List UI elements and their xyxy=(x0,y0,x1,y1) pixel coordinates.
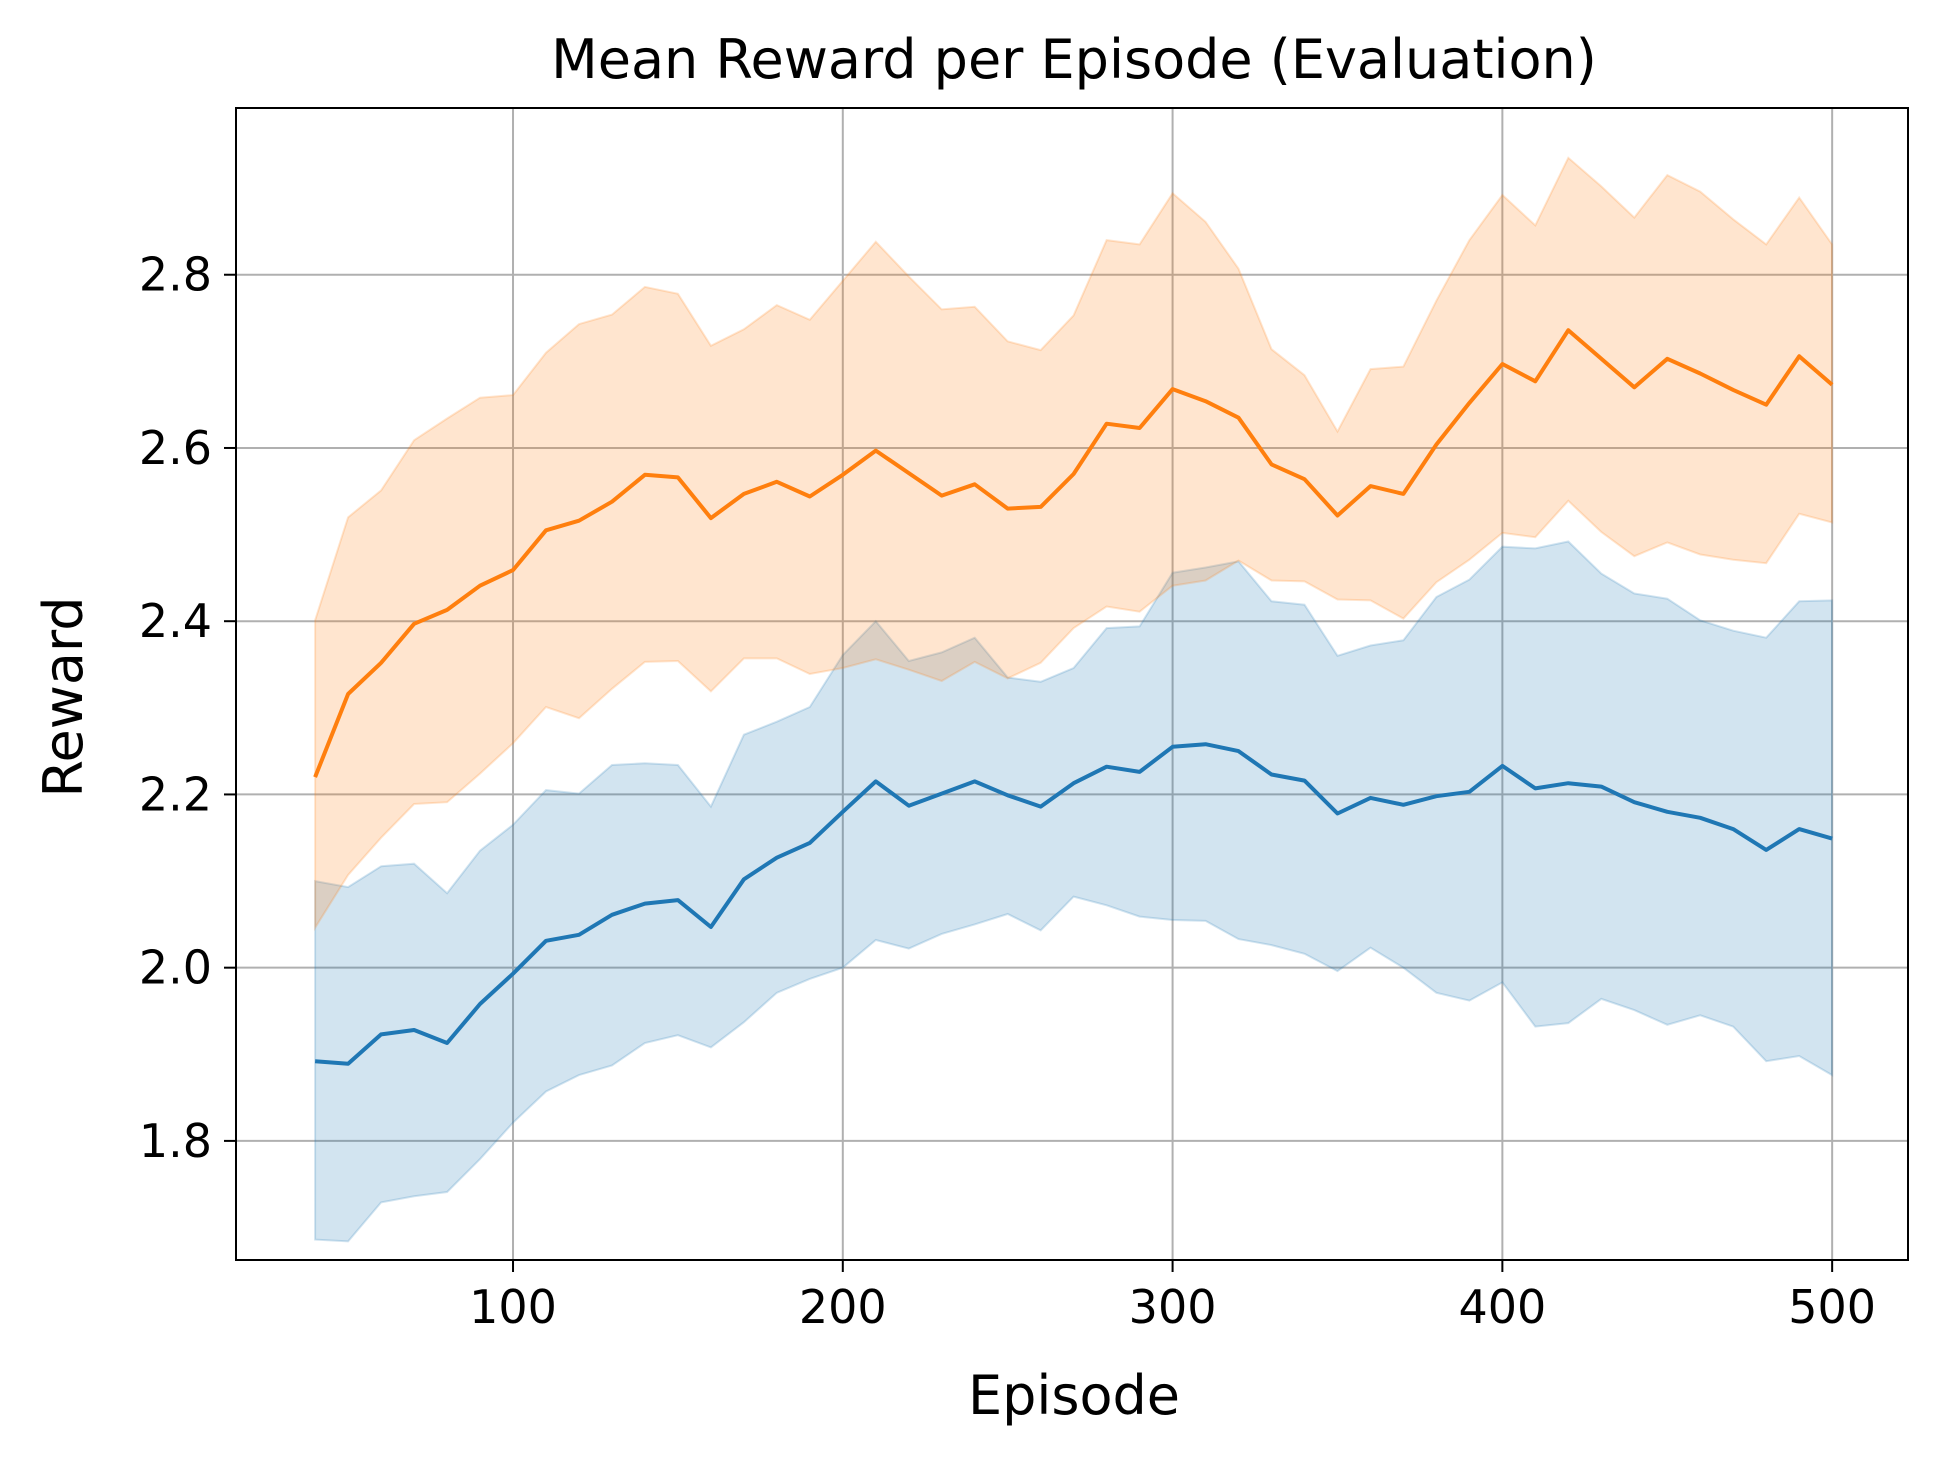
y-axis-ticks: 1.8 2.0 2.2 2.4 2.6 2.8 xyxy=(139,248,236,1168)
confidence-bands xyxy=(314,156,1834,1243)
line-orange xyxy=(313,328,1834,778)
y-tick-label: 1.8 xyxy=(139,1114,212,1168)
y-tick-label: 2.0 xyxy=(139,941,212,995)
y-axis-label: Reward xyxy=(32,596,95,797)
x-tick-label: 300 xyxy=(1129,1280,1217,1334)
x-tick-label: 100 xyxy=(469,1280,557,1334)
x-axis-ticks: 100 200 300 400 500 xyxy=(469,1260,1876,1334)
band-blue xyxy=(314,540,1834,1243)
band-orange xyxy=(314,156,1834,932)
y-tick-label: 2.2 xyxy=(139,767,212,821)
x-tick-label: 200 xyxy=(799,1280,887,1334)
chart-title: Mean Reward per Episode (Evaluation) xyxy=(551,28,1597,91)
series-lines xyxy=(313,328,1834,1066)
y-tick-label: 2.6 xyxy=(139,421,212,475)
x-tick-label: 400 xyxy=(1458,1280,1546,1334)
x-tick-label: 500 xyxy=(1788,1280,1876,1334)
plot-frame xyxy=(235,107,1909,1261)
y-tick-label: 2.4 xyxy=(139,594,212,648)
y-tick-label: 2.8 xyxy=(139,248,212,302)
x-axis-label: Episode xyxy=(968,1364,1180,1427)
line-blue xyxy=(314,742,1833,1066)
grid xyxy=(236,108,1908,1260)
